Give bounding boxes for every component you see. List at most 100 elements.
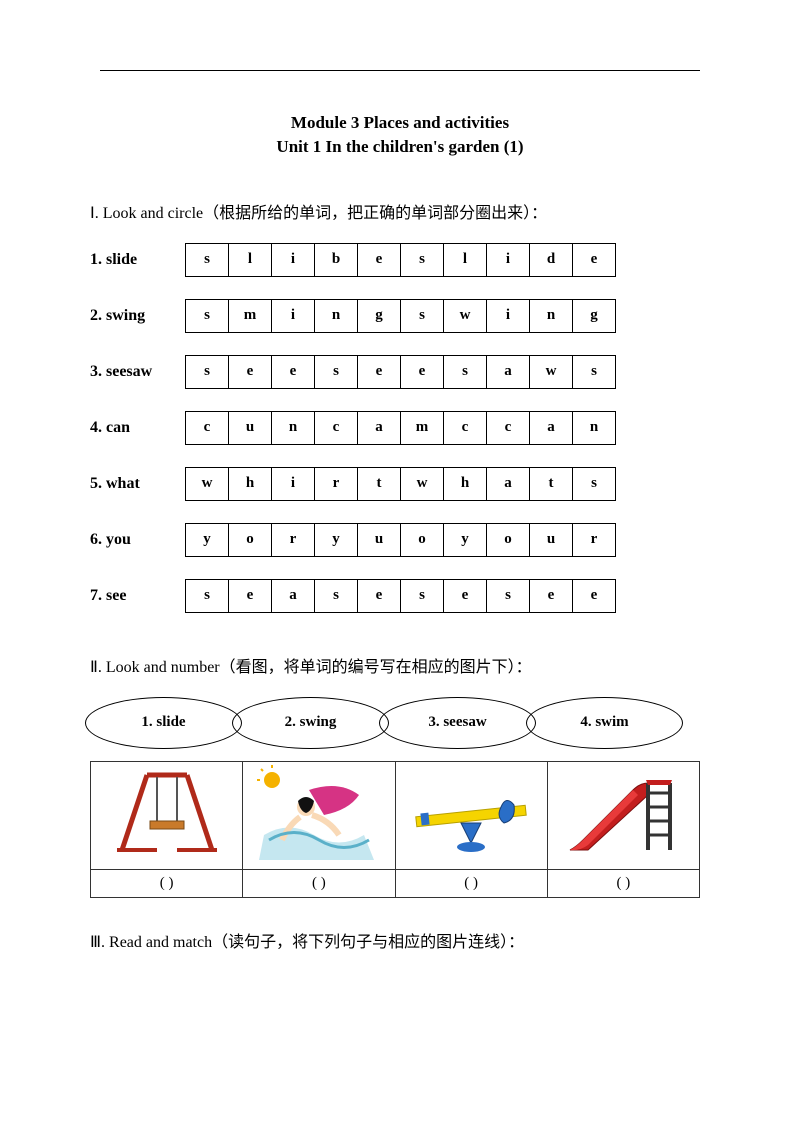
letter-cell[interactable]: s	[443, 355, 487, 389]
letter-cell[interactable]: h	[443, 467, 487, 501]
letter-cell[interactable]: s	[486, 579, 530, 613]
letter-cell[interactable]: r	[314, 467, 358, 501]
letter-cell[interactable]: s	[572, 355, 616, 389]
letter-cell[interactable]: e	[529, 579, 573, 613]
exercise1-row-3: 3. seesawseeseesaws	[90, 355, 710, 389]
letter-cell[interactable]: e	[443, 579, 487, 613]
letter-cell[interactable]: s	[185, 299, 229, 333]
oval-4: 4. swim	[526, 697, 683, 749]
section3-heading: Ⅲ. Read and match（读句子，将下列句子与相应的图片连线）：	[90, 928, 710, 952]
letter-cell[interactable]: e	[228, 579, 272, 613]
exercise1-label-2: 2. swing	[90, 307, 185, 325]
blank-2[interactable]: ( )	[243, 869, 395, 897]
letter-cell[interactable]: i	[486, 243, 530, 277]
top-rule	[100, 70, 700, 71]
letter-cell[interactable]: a	[357, 411, 401, 445]
letter-cell[interactable]: l	[443, 243, 487, 277]
letter-cell[interactable]: c	[443, 411, 487, 445]
letter-cell[interactable]: r	[572, 523, 616, 557]
letter-cell[interactable]: s	[572, 467, 616, 501]
letter-cell[interactable]: u	[529, 523, 573, 557]
letter-cell[interactable]: h	[228, 467, 272, 501]
letter-cell[interactable]: n	[271, 411, 315, 445]
letter-cell[interactable]: t	[357, 467, 401, 501]
letter-cell[interactable]: b	[314, 243, 358, 277]
letter-cell[interactable]: e	[271, 355, 315, 389]
swing-icon	[102, 765, 232, 860]
exercise1-row-7: 7. seeseasesesee	[90, 579, 710, 613]
letter-cell[interactable]: t	[529, 467, 573, 501]
letter-cell[interactable]: m	[228, 299, 272, 333]
letter-cell[interactable]: c	[185, 411, 229, 445]
letter-cell[interactable]: r	[271, 523, 315, 557]
letter-cell[interactable]: e	[572, 243, 616, 277]
exercise1-label-4: 4. can	[90, 419, 185, 437]
letter-cell[interactable]: n	[572, 411, 616, 445]
letter-cell[interactable]: w	[400, 467, 444, 501]
letter-cell[interactable]: a	[486, 355, 530, 389]
letter-cell[interactable]: o	[486, 523, 530, 557]
letter-cell[interactable]: s	[185, 579, 229, 613]
letter-cell[interactable]: d	[529, 243, 573, 277]
letter-cell[interactable]: e	[228, 355, 272, 389]
letter-cell[interactable]: c	[486, 411, 530, 445]
exercise1-row-5: 5. whatwhirtwhats	[90, 467, 710, 501]
letter-cell[interactable]: s	[185, 243, 229, 277]
letter-cell[interactable]: w	[529, 355, 573, 389]
letter-cell[interactable]: e	[357, 355, 401, 389]
slide-icon	[558, 765, 688, 860]
letter-cell[interactable]: s	[314, 579, 358, 613]
letter-grid-6: yoryuoyour	[185, 523, 616, 557]
letter-cell[interactable]: y	[314, 523, 358, 557]
letter-cell[interactable]: e	[357, 243, 401, 277]
blank-3[interactable]: ( )	[395, 869, 547, 897]
letter-cell[interactable]: g	[572, 299, 616, 333]
letter-cell[interactable]: w	[185, 467, 229, 501]
letter-cell[interactable]: a	[529, 411, 573, 445]
pic-slide	[547, 761, 699, 869]
exercise1-label-1: 1. slide	[90, 251, 185, 269]
ovals-row: 1. slide 2. swing 3. seesaw 4. swim	[85, 697, 710, 749]
blank-4[interactable]: ( )	[547, 869, 699, 897]
letter-cell[interactable]: g	[357, 299, 401, 333]
letter-cell[interactable]: n	[529, 299, 573, 333]
letter-cell[interactable]: l	[228, 243, 272, 277]
letter-cell[interactable]: y	[443, 523, 487, 557]
exercise1-label-6: 6. you	[90, 531, 185, 549]
letter-cell[interactable]: i	[271, 299, 315, 333]
letter-cell[interactable]: n	[314, 299, 358, 333]
letter-cell[interactable]: u	[357, 523, 401, 557]
module-title: Module 3 Places and activities Unit 1 In…	[90, 111, 710, 159]
letter-cell[interactable]: i	[486, 299, 530, 333]
letter-cell[interactable]: e	[572, 579, 616, 613]
letter-cell[interactable]: s	[400, 243, 444, 277]
exercise1-row-2: 2. swingsmingswing	[90, 299, 710, 333]
letter-cell[interactable]: i	[271, 243, 315, 277]
letter-cell[interactable]: i	[271, 467, 315, 501]
letter-cell[interactable]: a	[486, 467, 530, 501]
letter-cell[interactable]: e	[357, 579, 401, 613]
pictures-table: ( ) ( ) ( ) ( )	[90, 761, 700, 898]
letter-cell[interactable]: m	[400, 411, 444, 445]
pic-swim	[243, 761, 395, 869]
letter-cell[interactable]: w	[443, 299, 487, 333]
letter-cell[interactable]: a	[271, 579, 315, 613]
letter-cell[interactable]: s	[314, 355, 358, 389]
oval-3: 3. seesaw	[379, 697, 536, 749]
exercise1-row-4: 4. cancuncamccan	[90, 411, 710, 445]
letter-cell[interactable]: e	[400, 355, 444, 389]
letter-cell[interactable]: o	[228, 523, 272, 557]
seesaw-icon	[406, 765, 536, 860]
exercise1-label-7: 7. see	[90, 587, 185, 605]
letter-cell[interactable]: s	[185, 355, 229, 389]
letter-cell[interactable]: s	[400, 579, 444, 613]
letter-grid-2: smingswing	[185, 299, 616, 333]
letter-cell[interactable]: u	[228, 411, 272, 445]
letter-cell[interactable]: c	[314, 411, 358, 445]
letter-cell[interactable]: y	[185, 523, 229, 557]
letter-cell[interactable]: s	[400, 299, 444, 333]
section1-heading: Ⅰ. Look and circle（根据所给的单词，把正确的单词部分圈出来）：	[90, 199, 710, 223]
blank-1[interactable]: ( )	[91, 869, 243, 897]
letter-cell[interactable]: o	[400, 523, 444, 557]
section2-heading: Ⅱ. Look and number（看图，将单词的编号写在相应的图片下）：	[90, 653, 710, 677]
